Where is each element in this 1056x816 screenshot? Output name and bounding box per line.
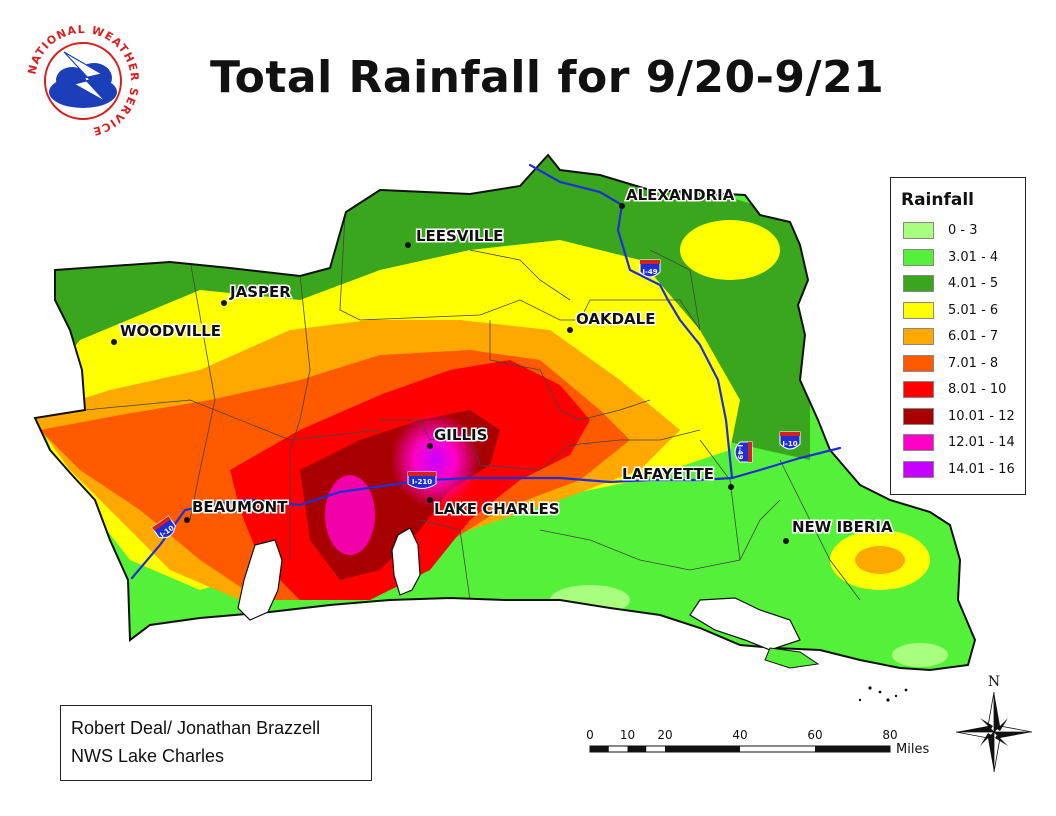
parish-boundaries: [84, 214, 861, 601]
legend-swatch: [903, 434, 934, 451]
scale-tick-label: 80: [882, 728, 898, 742]
page-title: Total Rainfall for 9/20-9/21: [210, 52, 885, 103]
barrier-islands: [858, 686, 908, 702]
shield-label: I-49: [642, 268, 657, 276]
calcasieu-lake: [391, 527, 421, 596]
legend-label: 5.01 - 6: [948, 302, 999, 318]
city-dot: [221, 300, 227, 306]
legend-label: 8.01 - 10: [948, 382, 1007, 397]
city-dot: [427, 443, 433, 449]
city-dot: [783, 538, 789, 544]
city-label-woodville: WOODVILLE: [120, 322, 221, 340]
legend-label: 12.01 - 14: [948, 435, 1015, 450]
legend-label: 0 - 3: [948, 223, 978, 238]
interstates: [130, 163, 842, 580]
legend-label: 4.01 - 5: [948, 276, 999, 291]
rainfall-legend: Rainfall 0 - 3 3.01 - 4 4.01 - 5 5.01 - 6 6.…: [890, 177, 1026, 495]
compass-rose-icon: N: [955, 674, 1033, 773]
scale-tick-label: 40: [732, 728, 748, 742]
legend-item: 4.01 - 5: [903, 275, 1023, 293]
city-dot: [405, 242, 411, 248]
interstate-shield-icon: I-49: [734, 441, 753, 463]
scale-tick-label: 10: [619, 728, 636, 742]
city-dot: [427, 497, 433, 503]
scale-bar: 0 10 20 40 60 80 Miles: [580, 728, 940, 768]
legend-label: 7.01 - 8: [948, 355, 999, 371]
legend-label: 14.01 - 16: [948, 461, 1015, 477]
scale-units: Miles: [896, 742, 930, 757]
city-label-jasper: JASPER: [229, 283, 291, 301]
shield-label: I-210: [412, 478, 432, 486]
scale-tick-label: 60: [807, 728, 823, 742]
credit-authors: Robert Deal/ Jonathan Brazzell: [71, 718, 321, 738]
legend-swatch: [903, 381, 934, 398]
legend-item: 6.01 - 7: [903, 328, 1023, 346]
legend-item: 0 - 3: [903, 222, 1023, 240]
scale-bar-graphic: [589, 745, 891, 753]
legend-item: 7.01 - 8: [903, 354, 1023, 373]
nws-logo-icon: NATIONAL WEATHER SERVICE: [25, 23, 140, 138]
shield-label: I-10: [782, 440, 797, 448]
city-dot: [184, 517, 190, 523]
legend-swatch: [903, 407, 934, 425]
legend-swatch: [903, 460, 934, 478]
interstate-shield-icon: I-10: [151, 515, 176, 539]
legend-swatch: [903, 328, 934, 345]
city-label-gillis: GILLIS: [434, 426, 487, 444]
marsh-island: [764, 647, 820, 669]
i-10-route: [130, 446, 842, 580]
i-49-route: [528, 163, 734, 480]
city-label-oakdale: OAKDALE: [576, 310, 655, 328]
city-dot: [728, 484, 734, 490]
city-label-lafayette: LAFAYETTE: [622, 465, 714, 483]
interstate-shield-icon: I-10: [779, 431, 801, 450]
legend-swatch: [903, 301, 934, 319]
interstate-shield-icon: I-49: [639, 259, 661, 278]
legend-swatch: [903, 222, 934, 239]
legend-label: 10.01 - 12: [948, 408, 1015, 424]
interstate-shield-icon: I-210: [407, 471, 437, 489]
legend-swatch: [903, 275, 934, 292]
legend-swatch: [903, 248, 934, 266]
legend-item: 3.01 - 4: [903, 248, 1023, 267]
legend-label: 6.01 - 7: [948, 329, 999, 344]
legend-item: 14.01 - 16: [903, 460, 1023, 479]
credits-box: Robert Deal/ Jonathan Brazzell NWS Lake …: [60, 705, 372, 781]
city-dot: [111, 339, 117, 345]
city-label-alexandria: ALEXANDRIA: [626, 186, 735, 204]
credit-office: NWS Lake Charles: [71, 746, 225, 766]
shield-label: I-49: [736, 444, 744, 459]
city-dot: [567, 327, 573, 333]
city-dot: [619, 203, 625, 209]
legend-item: 8.01 - 10: [903, 381, 1023, 399]
legend-item: 10.01 - 12: [903, 407, 1023, 426]
legend-item: 12.01 - 14: [903, 434, 1023, 452]
sabine-lake: [237, 539, 283, 621]
compass-north-label: N: [988, 674, 1000, 690]
scale-tick-label: 20: [657, 728, 673, 742]
city-markers: ALEXANDRIA LEESVILLE JASPER WOODVILLE OA…: [111, 185, 894, 544]
city-label-new-iberia: NEW IBERIA: [792, 518, 893, 536]
legend-label: 3.01 - 4: [948, 249, 999, 265]
highway-shields: I-49 I-210 I-10 I-10 I-49: [151, 259, 801, 539]
legend-swatch: [903, 354, 934, 372]
coastal-bays: [689, 597, 801, 651]
legend-title: Rainfall: [901, 190, 975, 210]
scale-tick-label: 0: [586, 728, 594, 742]
legend-item: 5.01 - 6: [903, 301, 1023, 320]
city-label-leesville: LEESVILLE: [416, 227, 503, 245]
city-label-beaumont: BEAUMONT: [192, 498, 288, 516]
city-label-lake-charles: LAKE CHARLES: [434, 500, 560, 518]
